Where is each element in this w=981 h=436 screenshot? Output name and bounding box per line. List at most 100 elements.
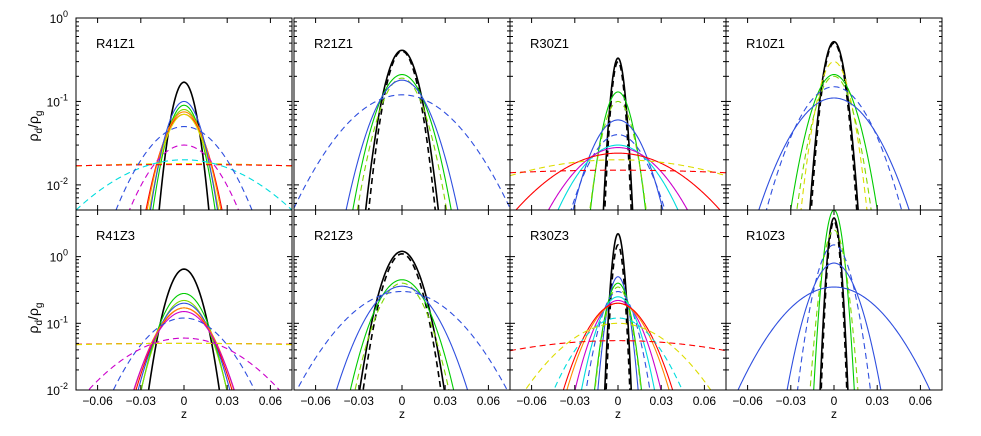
y-tick-label: 10-1 [47,314,68,331]
panel-label: R41Z1 [96,36,135,51]
series-line-4-dashed [589,100,647,210]
panel-curves [737,210,931,390]
series-line-5-solid [572,119,664,210]
series-line-6-solid [786,262,882,390]
panel-curves [76,81,292,210]
x-tick-label: 0 [399,394,406,408]
series-line-2-solid [140,292,228,390]
series-line-6-dashed [765,86,903,210]
y-label-rho: ρ [25,133,41,141]
y-label-rho: ρ [25,325,41,333]
series-line-1-solid [809,40,859,210]
series-line-5-solid [146,111,222,210]
series-line-7-solid [580,296,656,390]
x-tick-label: −0.03 [126,394,157,408]
series-line-3-dashed [800,61,868,210]
y-tick-label: 10-2 [47,176,68,193]
panel-r41z3: R41Z3 100 10-1 10-2 −0.06 −0.03 0 0.03 0.06 z [47,209,293,421]
panel-curves [758,40,910,210]
series-line-9-dashed [87,337,281,390]
x-tick-label: 0.06 [693,394,717,408]
series-line-2-solid [152,104,216,210]
y-axis-label-bottom: ρd/ρg [25,303,45,334]
panel-label: R30Z1 [530,36,569,51]
series-line-3-solid [349,279,455,390]
series-line-6-dashed [585,290,651,390]
series-line-3-solid [352,73,452,210]
series-line-1-solid [364,49,440,210]
y-label-slash-rho: /ρ [25,308,41,320]
series-line-10-dashed [76,164,292,167]
series-line-11-dashed [510,169,726,174]
panel-curves [76,268,292,390]
svg-text:ρd/ρg: ρd/ρg [25,303,45,334]
panel-curves [294,49,510,210]
series-line-4-solid [593,282,643,390]
x-tick-label: −0.03 [560,394,591,408]
series-line-5-solid [335,285,469,390]
series-line-8-dashed [112,317,256,390]
series-line-6-dashed [294,94,510,209]
panel-curves [296,250,508,390]
series-line-4-solid [790,73,878,210]
panel-label: R10Z3 [746,228,785,243]
y-tick-label: 100 [50,9,68,26]
x-tick-label: −0.06 [82,394,113,408]
series-line-6-solid [148,113,220,210]
panel-label: R10Z1 [746,36,785,51]
x-tick-label: 0.06 [477,394,501,408]
x-tick-label: −0.06 [516,394,547,408]
x-tick-label: 0.03 [866,394,890,408]
series-line-7-solid [557,144,679,210]
series-line-5-dashed [594,286,642,390]
series-line-3-solid [140,299,228,390]
series-line-10-dashed [510,159,726,177]
x-tick-label: 0.03 [434,394,458,408]
y-label-sub-d: d [34,128,45,134]
series-line-3-solid [589,91,647,210]
series-line-8-solid [547,147,689,210]
panel-curves [510,57,726,210]
series-line-2-dashed [604,60,632,210]
series-line-8-solid [574,299,662,390]
y-tick-label: 10-2 [47,381,68,398]
series-line-1-solid [158,81,210,210]
series-line-2-dashed [605,243,631,390]
panel-r30z3: R30Z3 −0.06 −0.03 0 0.03 0.06 z [509,209,727,421]
x-axis-label: z [181,407,187,421]
series-line-5-solid [345,79,459,210]
series-line-13-dashed [510,340,726,352]
series-line-12-dashed [524,322,712,390]
series-line-2-dashed [810,42,858,210]
series-line-7-solid [758,97,910,210]
series-line-8-dashed [128,144,240,210]
y-axis-label-top: ρd/ρg [25,111,45,142]
panel-r41z1: R41Z1 100 10-1 10-2 [47,9,293,211]
series-line-11-dashed [76,159,292,210]
x-axis-label: z [399,407,405,421]
series-line-2-solid [819,217,849,390]
series-line-1-solid [358,250,446,390]
series-line-7-solid [149,100,219,210]
series-line-1-solid [603,232,633,390]
x-tick-label: −0.03 [776,394,807,408]
y-label-slash-rho: /ρ [25,116,41,128]
y-tick-label: 100 [50,248,68,265]
panel-label: R21Z3 [314,228,353,243]
series-line-7-solid [737,286,931,390]
panel-label: R30Z3 [530,228,569,243]
series-line-9-solid [515,152,721,210]
series-line-5-dashed [796,75,872,210]
series-line-1-solid [147,268,221,390]
y-tick-label: 10-1 [47,92,68,109]
x-tick-label: 0 [181,394,188,408]
y-label-sub-g: g [34,303,45,309]
x-tick-label: −0.06 [300,394,331,408]
panel-grid: R41Z1 100 10-1 10-2 R21Z1 R30Z1 R10Z1 R41Z3 100 1… [47,9,943,421]
series-line-4-dashed [356,77,448,210]
x-tick-label: 0.03 [650,394,674,408]
x-tick-label: 0.06 [259,394,283,408]
x-axis-label: z [831,407,837,421]
series-line-2-dashed [362,253,442,390]
